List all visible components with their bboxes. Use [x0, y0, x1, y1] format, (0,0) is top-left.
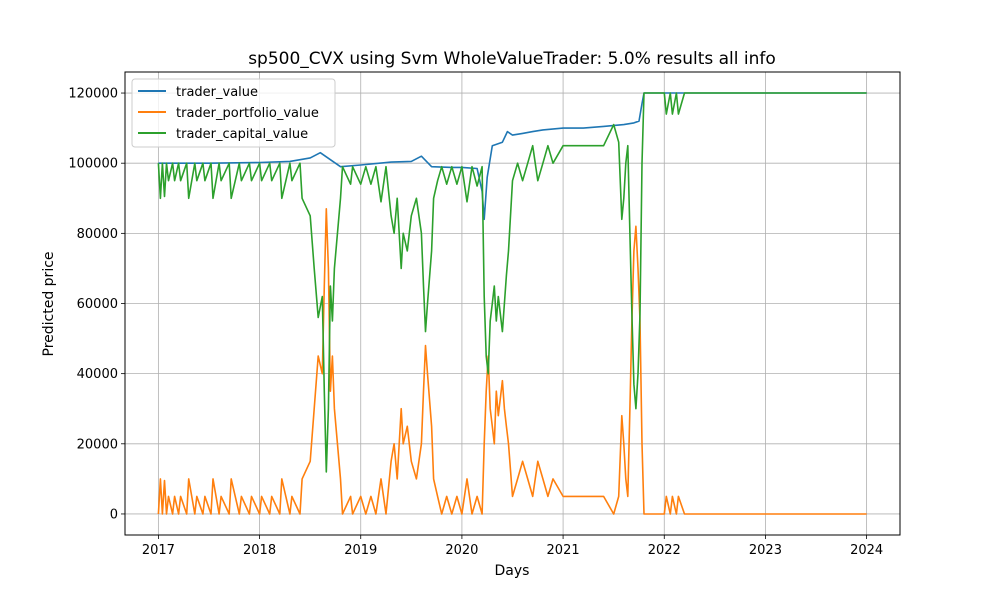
legend-items: trader_value trader_portfolio_valuetrader… [138, 85, 319, 142]
x-tick-label: 2021 [547, 543, 580, 558]
y-tick-label: 100000 [68, 157, 118, 172]
x-tick-label: 2022 [648, 543, 681, 558]
series-line-trader-capital-value [157, 92, 867, 473]
chart-title: sp500_CVX using Svm WholeValueTrader: 5.… [248, 49, 776, 69]
x-axis-ticks: 2017 2018 2019 2020 2021 2022 2023 2024 [142, 535, 883, 558]
legend: trader_value trader_portfolio_valuetrader… [131, 78, 336, 148]
grid-lines [125, 72, 900, 535]
x-tick-label: 2020 [445, 543, 478, 558]
y-tick-label: 80000 [77, 227, 118, 242]
y-tick-label: 60000 [77, 297, 118, 312]
y-axis-label: Predicted price [41, 251, 57, 356]
y-tick-label: 40000 [77, 367, 118, 382]
x-tick-label: 2023 [749, 543, 782, 558]
legend-label: trader_value [176, 85, 258, 100]
y-tick-label: 120000 [68, 87, 118, 102]
x-tick-label: 2017 [142, 543, 175, 558]
legend-label: trader_portfolio_value [176, 106, 319, 121]
legend-box [131, 78, 336, 148]
y-axis-ticks: 0 20000 40000 60000 80000 100000 120000 [68, 87, 125, 522]
x-axis-label: Days [495, 563, 530, 579]
y-tick-label: 20000 [77, 437, 118, 452]
y-tick-label: 0 [110, 507, 118, 522]
legend-label: trader_capital_value [176, 127, 308, 142]
series-line-trader-value [158, 92, 867, 221]
x-tick-label: 2024 [850, 543, 883, 558]
series-lines [157, 92, 867, 515]
series-line-trader-portfolio-value [157, 208, 867, 515]
x-tick-label: 2019 [344, 543, 377, 558]
x-tick-label: 2018 [243, 543, 276, 558]
